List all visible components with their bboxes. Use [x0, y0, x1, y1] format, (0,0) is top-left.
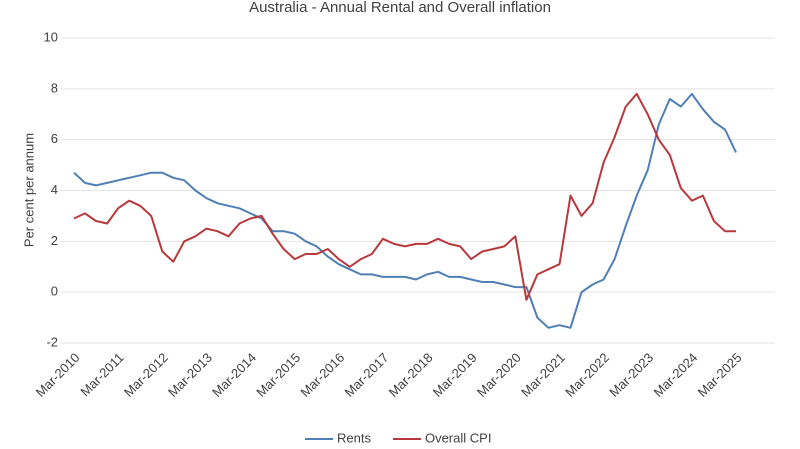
x-tick-label: Mar-2023	[606, 350, 656, 400]
y-tick-label: 0	[51, 284, 58, 299]
x-tick-label: Mar-2018	[386, 350, 436, 400]
x-tick-label: Mar-2016	[297, 350, 347, 400]
x-tick-label: Mar-2022	[562, 350, 612, 400]
y-tick-label: -2	[46, 334, 58, 349]
x-tick-label: Mar-2020	[474, 350, 524, 400]
x-tick-label: Mar-2019	[430, 350, 480, 400]
y-tick-label: 4	[51, 182, 58, 197]
x-tick-label: Mar-2021	[518, 350, 568, 400]
legend-label: Overall CPI	[425, 430, 491, 445]
chart-title: Australia - Annual Rental and Overall in…	[249, 0, 551, 16]
x-tick-label: Mar-2024	[650, 350, 700, 400]
x-tick-label: Mar-2014	[209, 350, 259, 400]
x-tick-label: Mar-2013	[165, 350, 215, 400]
y-axis-label: Per cent per annum	[21, 133, 36, 247]
x-tick-label: Mar-2025	[695, 350, 745, 400]
series-line	[73, 92, 737, 329]
x-tick-label: Mar-2017	[342, 350, 392, 400]
x-tick-label: Mar-2015	[253, 350, 303, 400]
y-tick-label: 10	[44, 29, 58, 44]
x-tick-label: Mar-2010	[33, 350, 83, 400]
y-tick-label: 6	[51, 131, 58, 146]
x-tick-label: Mar-2011	[77, 350, 126, 399]
y-tick-label: 8	[51, 80, 58, 95]
y-tick-label: 2	[51, 233, 58, 248]
series-line	[73, 92, 736, 301]
x-tick-label: Mar-2012	[121, 350, 171, 400]
legend-label: Rents	[337, 430, 371, 445]
